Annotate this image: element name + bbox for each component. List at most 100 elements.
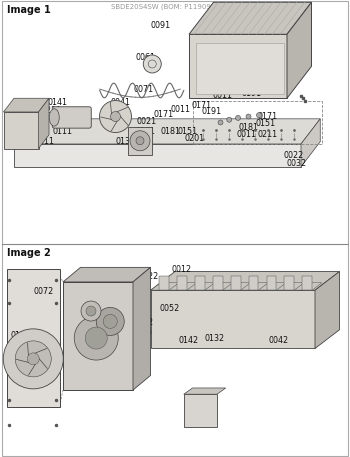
Polygon shape bbox=[177, 276, 187, 290]
Polygon shape bbox=[287, 2, 312, 98]
Polygon shape bbox=[285, 283, 304, 290]
Polygon shape bbox=[150, 290, 315, 348]
Text: 0181: 0181 bbox=[161, 127, 181, 136]
Polygon shape bbox=[285, 276, 294, 290]
Text: 0141: 0141 bbox=[48, 98, 68, 107]
Circle shape bbox=[236, 116, 240, 120]
Polygon shape bbox=[248, 276, 258, 290]
Polygon shape bbox=[315, 271, 340, 348]
Polygon shape bbox=[150, 271, 340, 290]
Text: 0211: 0211 bbox=[258, 130, 278, 139]
Polygon shape bbox=[231, 283, 250, 290]
Circle shape bbox=[246, 114, 251, 119]
Text: 0111: 0111 bbox=[35, 137, 55, 146]
FancyBboxPatch shape bbox=[52, 107, 91, 128]
Circle shape bbox=[143, 55, 161, 73]
Text: 0221: 0221 bbox=[42, 106, 62, 115]
Text: 0041: 0041 bbox=[111, 98, 131, 107]
Text: 0162: 0162 bbox=[11, 331, 31, 340]
Polygon shape bbox=[133, 267, 150, 390]
Text: 0111: 0111 bbox=[52, 127, 72, 136]
Polygon shape bbox=[177, 283, 197, 290]
Circle shape bbox=[96, 308, 124, 335]
Polygon shape bbox=[196, 43, 284, 94]
Circle shape bbox=[3, 329, 63, 389]
Polygon shape bbox=[248, 283, 268, 290]
Circle shape bbox=[257, 113, 261, 117]
Circle shape bbox=[85, 327, 107, 349]
Text: 0131: 0131 bbox=[116, 137, 136, 146]
Polygon shape bbox=[159, 283, 179, 290]
Text: 0142: 0142 bbox=[179, 336, 199, 345]
Polygon shape bbox=[63, 267, 150, 282]
Polygon shape bbox=[267, 283, 286, 290]
Text: SBDE20S4SW (BOM: P1190903W W): SBDE20S4SW (BOM: P1190903W W) bbox=[111, 4, 239, 10]
Polygon shape bbox=[195, 283, 215, 290]
Polygon shape bbox=[195, 276, 205, 290]
Text: 0021: 0021 bbox=[137, 117, 157, 126]
Polygon shape bbox=[128, 127, 152, 155]
Text: Image 1: Image 1 bbox=[7, 5, 51, 15]
Text: Image 2: Image 2 bbox=[7, 248, 51, 258]
Polygon shape bbox=[4, 98, 49, 112]
Circle shape bbox=[86, 306, 96, 316]
Text: 0171: 0171 bbox=[154, 110, 174, 119]
Polygon shape bbox=[184, 388, 226, 394]
Text: 0122: 0122 bbox=[139, 272, 159, 281]
Text: 0171: 0171 bbox=[191, 101, 211, 110]
Text: 0012: 0012 bbox=[172, 265, 192, 274]
Circle shape bbox=[130, 131, 150, 151]
Polygon shape bbox=[302, 276, 312, 290]
Polygon shape bbox=[63, 282, 133, 390]
Text: 0172: 0172 bbox=[87, 334, 107, 343]
Text: 0022: 0022 bbox=[284, 151, 304, 160]
Ellipse shape bbox=[49, 109, 59, 126]
Polygon shape bbox=[7, 270, 60, 407]
Circle shape bbox=[81, 301, 101, 321]
Text: 0011: 0011 bbox=[170, 105, 190, 114]
Polygon shape bbox=[231, 276, 240, 290]
Text: 0501: 0501 bbox=[62, 119, 82, 128]
Text: 0011: 0011 bbox=[237, 130, 257, 139]
Text: 0201: 0201 bbox=[184, 134, 205, 143]
Text: 0091: 0091 bbox=[151, 21, 171, 30]
Polygon shape bbox=[267, 276, 276, 290]
Text: 0191: 0191 bbox=[242, 89, 262, 98]
Circle shape bbox=[111, 112, 120, 122]
Circle shape bbox=[103, 314, 117, 329]
Polygon shape bbox=[4, 112, 38, 149]
Polygon shape bbox=[189, 2, 312, 34]
Text: 0071: 0071 bbox=[133, 85, 154, 94]
Polygon shape bbox=[302, 283, 322, 290]
Text: 0032: 0032 bbox=[287, 159, 307, 168]
Text: 0152: 0152 bbox=[126, 327, 147, 336]
Polygon shape bbox=[301, 119, 320, 167]
Circle shape bbox=[136, 137, 144, 145]
Circle shape bbox=[227, 117, 232, 122]
Text: 0191: 0191 bbox=[202, 107, 222, 117]
Circle shape bbox=[99, 101, 132, 133]
Text: 0151: 0151 bbox=[256, 119, 276, 128]
Circle shape bbox=[15, 341, 51, 377]
Text: 0081: 0081 bbox=[100, 107, 120, 117]
Circle shape bbox=[218, 120, 223, 125]
Text: 0132: 0132 bbox=[204, 334, 224, 343]
Text: 0161: 0161 bbox=[135, 127, 155, 136]
Text: 0042: 0042 bbox=[268, 336, 288, 345]
Polygon shape bbox=[213, 283, 232, 290]
Polygon shape bbox=[159, 276, 169, 290]
Circle shape bbox=[74, 316, 118, 360]
Text: 0011: 0011 bbox=[212, 91, 232, 101]
Polygon shape bbox=[189, 34, 287, 98]
Text: 0062: 0062 bbox=[133, 318, 154, 327]
Polygon shape bbox=[213, 276, 223, 290]
Polygon shape bbox=[14, 119, 320, 144]
Polygon shape bbox=[184, 394, 217, 427]
Text: 0171: 0171 bbox=[258, 112, 278, 121]
Text: 0052: 0052 bbox=[160, 304, 180, 313]
Polygon shape bbox=[38, 98, 49, 149]
Polygon shape bbox=[14, 144, 301, 167]
Text: 0061: 0061 bbox=[135, 53, 155, 62]
Text: 0101: 0101 bbox=[7, 107, 28, 117]
Text: 0181: 0181 bbox=[238, 123, 259, 133]
